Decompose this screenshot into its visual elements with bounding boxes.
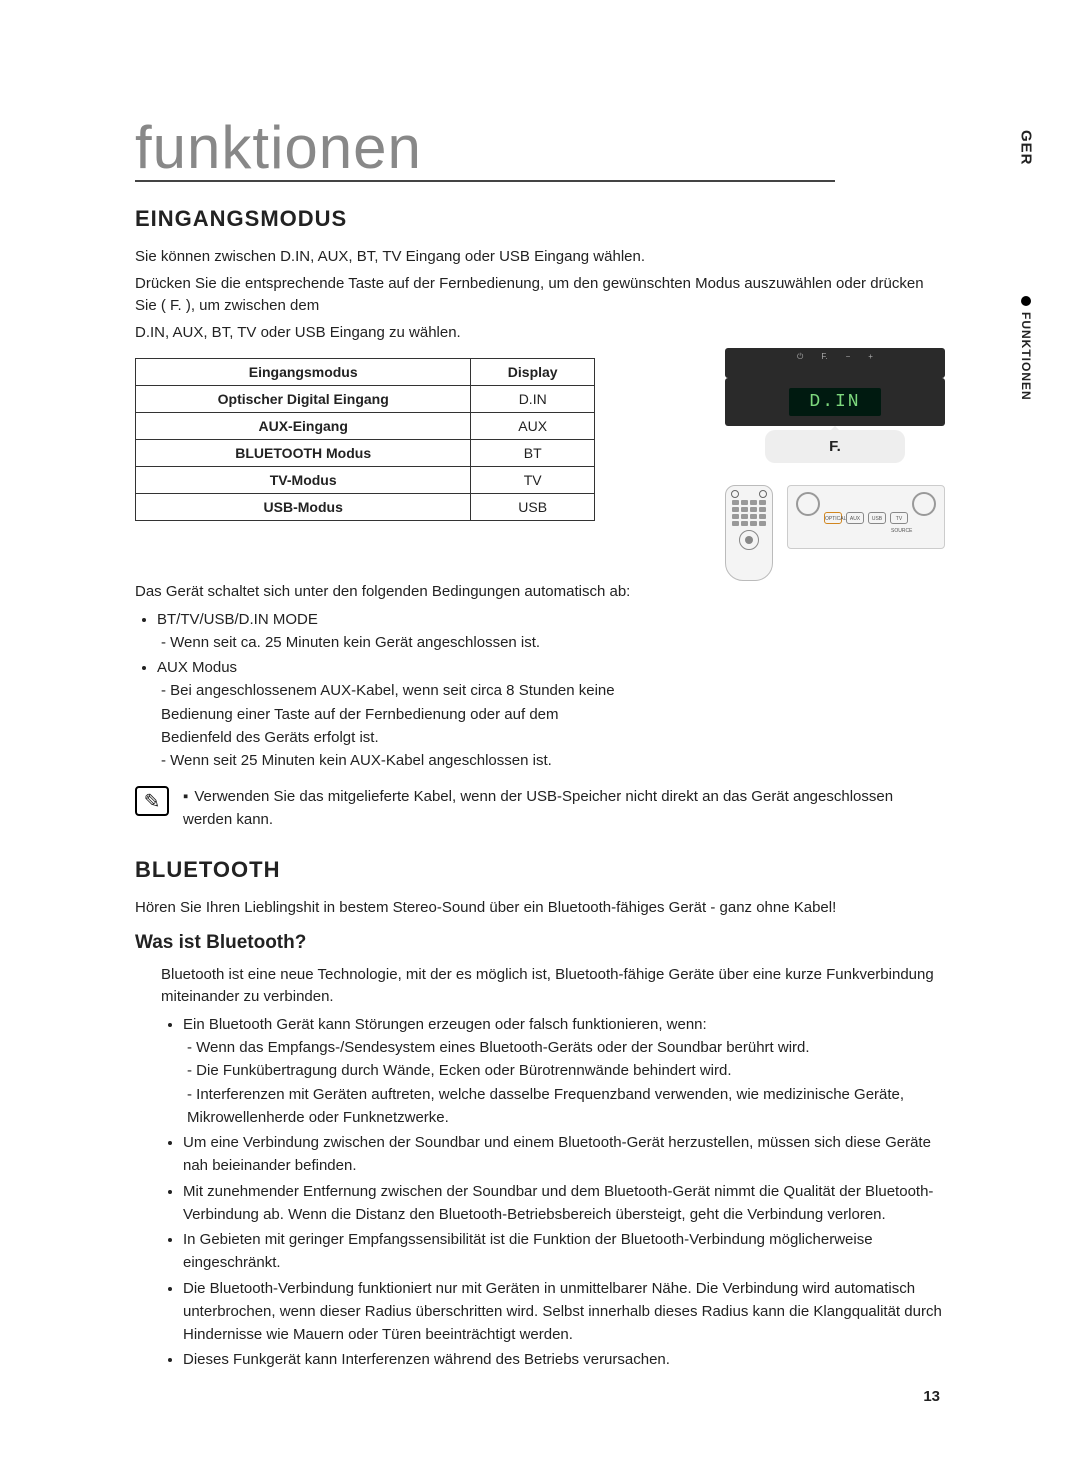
intro-para-1: Sie können zwischen D.IN, AUX, BT, TV Ei… [135, 246, 945, 269]
soundbar-top-icon: ⏻F.−+ [725, 348, 945, 378]
list-item: Um eine Verbindung zwischen der Soundbar… [183, 1131, 945, 1178]
sub-heading-what-is-bt: Was ist Bluetooth? [135, 932, 945, 954]
list-subitem: Bei angeschlossenem AUX-Kabel, wenn seit… [161, 679, 625, 749]
receiver-button: TV SOURCE [890, 512, 908, 524]
table-cell-display: D.IN [471, 386, 595, 413]
table-column: Eingangsmodus Display Optischer Digital … [135, 348, 701, 531]
receiver-unit-icon: OPTICAL AUX USB TV SOURCE [787, 485, 945, 549]
table-cell-mode: USB-Modus [136, 494, 471, 521]
table-cell-display: AUX [471, 413, 595, 440]
remote-and-receiver-row: OPTICAL AUX USB TV SOURCE [725, 485, 945, 581]
auto-off-list: BT/TV/USB/D.IN MODE Wenn seit ca. 25 Min… [135, 608, 625, 773]
page-number: 13 [923, 1388, 940, 1405]
list-item: BT/TV/USB/D.IN MODE Wenn seit ca. 25 Min… [157, 608, 625, 655]
list-subitem: Interferenzen mit Geräten auftreten, wel… [187, 1083, 945, 1130]
note-text: ▪Verwenden Sie das mitgelieferte Kabel, … [183, 786, 945, 831]
list-item: AUX Modus Bei angeschlossenem AUX-Kabel,… [157, 656, 625, 772]
side-section-label: FUNKTIONEN [1019, 312, 1033, 401]
list-subitem: Die Funkübertragung durch Wände, Ecken o… [187, 1059, 945, 1082]
receiver-button: AUX [846, 512, 864, 524]
list-subitem: Wenn das Empfangs-/Sendesystem eines Blu… [187, 1036, 945, 1059]
intro-para-2: Drücken Sie die entsprechende Taste auf … [135, 273, 945, 318]
receiver-buttons: OPTICAL AUX USB TV SOURCE [824, 512, 908, 524]
table-row: Optischer Digital EingangD.IN [136, 386, 595, 413]
side-section-dot-icon [1021, 296, 1031, 306]
note-content: Verwenden Sie das mitgelieferte Kabel, w… [183, 788, 893, 828]
list-item: Mit zunehmender Entfernung zwischen der … [183, 1180, 945, 1227]
page-title: funktionen [135, 118, 835, 182]
receiver-knob-icon [912, 492, 936, 516]
receiver-button: USB [868, 512, 886, 524]
list-item-label: AUX Modus [157, 659, 237, 676]
table-cell-mode: AUX-Eingang [136, 413, 471, 440]
list-item-label: Ein Bluetooth Gerät kann Störungen erzeu… [183, 1016, 707, 1033]
soundbar-lcd: D.IN [789, 388, 880, 416]
table-cell-display: TV [471, 467, 595, 494]
note-icon: ✎ [135, 786, 169, 816]
bluetooth-notes-list: Ein Bluetooth Gerät kann Störungen erzeu… [161, 1013, 945, 1372]
auto-off-intro: Das Gerät schaltet sich unter den folgen… [135, 581, 945, 604]
list-item: Die Bluetooth-Verbindung funktioniert nu… [183, 1277, 945, 1347]
remote-control-icon [725, 485, 773, 581]
table-cell-mode: Optischer Digital Eingang [136, 386, 471, 413]
section-heading-input-mode: EINGANGSMODUS [135, 206, 945, 232]
note-row: ✎ ▪Verwenden Sie das mitgelieferte Kabel… [135, 786, 945, 831]
section-heading-bluetooth: BLUETOOTH [135, 857, 945, 883]
table-cell-mode: BLUETOOTH Modus [136, 440, 471, 467]
table-cell-display: USB [471, 494, 595, 521]
list-item-label: BT/TV/USB/D.IN MODE [157, 611, 318, 628]
bluetooth-detail-block: Bluetooth ist eine neue Technologie, mit… [135, 964, 945, 1372]
input-mode-table: Eingangsmodus Display Optischer Digital … [135, 358, 595, 521]
table-row: USB-ModusUSB [136, 494, 595, 521]
list-subitem: Wenn seit 25 Minuten kein AUX-Kabel ange… [161, 749, 625, 772]
receiver-knob-icon [796, 492, 820, 516]
table-row: TV-ModusTV [136, 467, 595, 494]
f-button-callout: F. [765, 430, 905, 463]
soundbar-button-marks: ⏻F.−+ [725, 352, 945, 362]
side-section-wrap: FUNKTIONEN [1002, 296, 1050, 401]
table-and-device-row: Eingangsmodus Display Optischer Digital … [135, 348, 945, 581]
list-item: Ein Bluetooth Gerät kann Störungen erzeu… [183, 1013, 945, 1129]
table-cell-display: BT [471, 440, 595, 467]
soundbar-body-icon: D.IN [725, 378, 945, 426]
list-item: In Gebieten mit geringer Empfangssensibi… [183, 1228, 945, 1275]
table-header-mode: Eingangsmodus [136, 359, 471, 386]
side-language-label: GER [1018, 130, 1035, 166]
list-item: Dieses Funkgerät kann Interferenzen währ… [183, 1348, 945, 1371]
intro-para-3: D.IN, AUX, BT, TV oder USB Eingang zu wä… [135, 322, 945, 345]
table-cell-mode: TV-Modus [136, 467, 471, 494]
table-row: AUX-EingangAUX [136, 413, 595, 440]
receiver-button: OPTICAL [824, 512, 842, 524]
bluetooth-intro: Hören Sie Ihren Lieblingshit in bestem S… [135, 897, 945, 920]
bt-definition: Bluetooth ist eine neue Technologie, mit… [161, 964, 945, 1009]
table-row: BLUETOOTH ModusBT [136, 440, 595, 467]
device-illustration: ⏻F.−+ D.IN F. OPTICAL [725, 348, 945, 581]
table-header-display: Display [471, 359, 595, 386]
list-subitem: Wenn seit ca. 25 Minuten kein Gerät ange… [161, 631, 625, 654]
page-content: funktionen EINGANGSMODUS Sie können zwis… [135, 118, 945, 1374]
side-tab: GER FUNKTIONEN [1002, 130, 1050, 400]
table-header-row: Eingangsmodus Display [136, 359, 595, 386]
